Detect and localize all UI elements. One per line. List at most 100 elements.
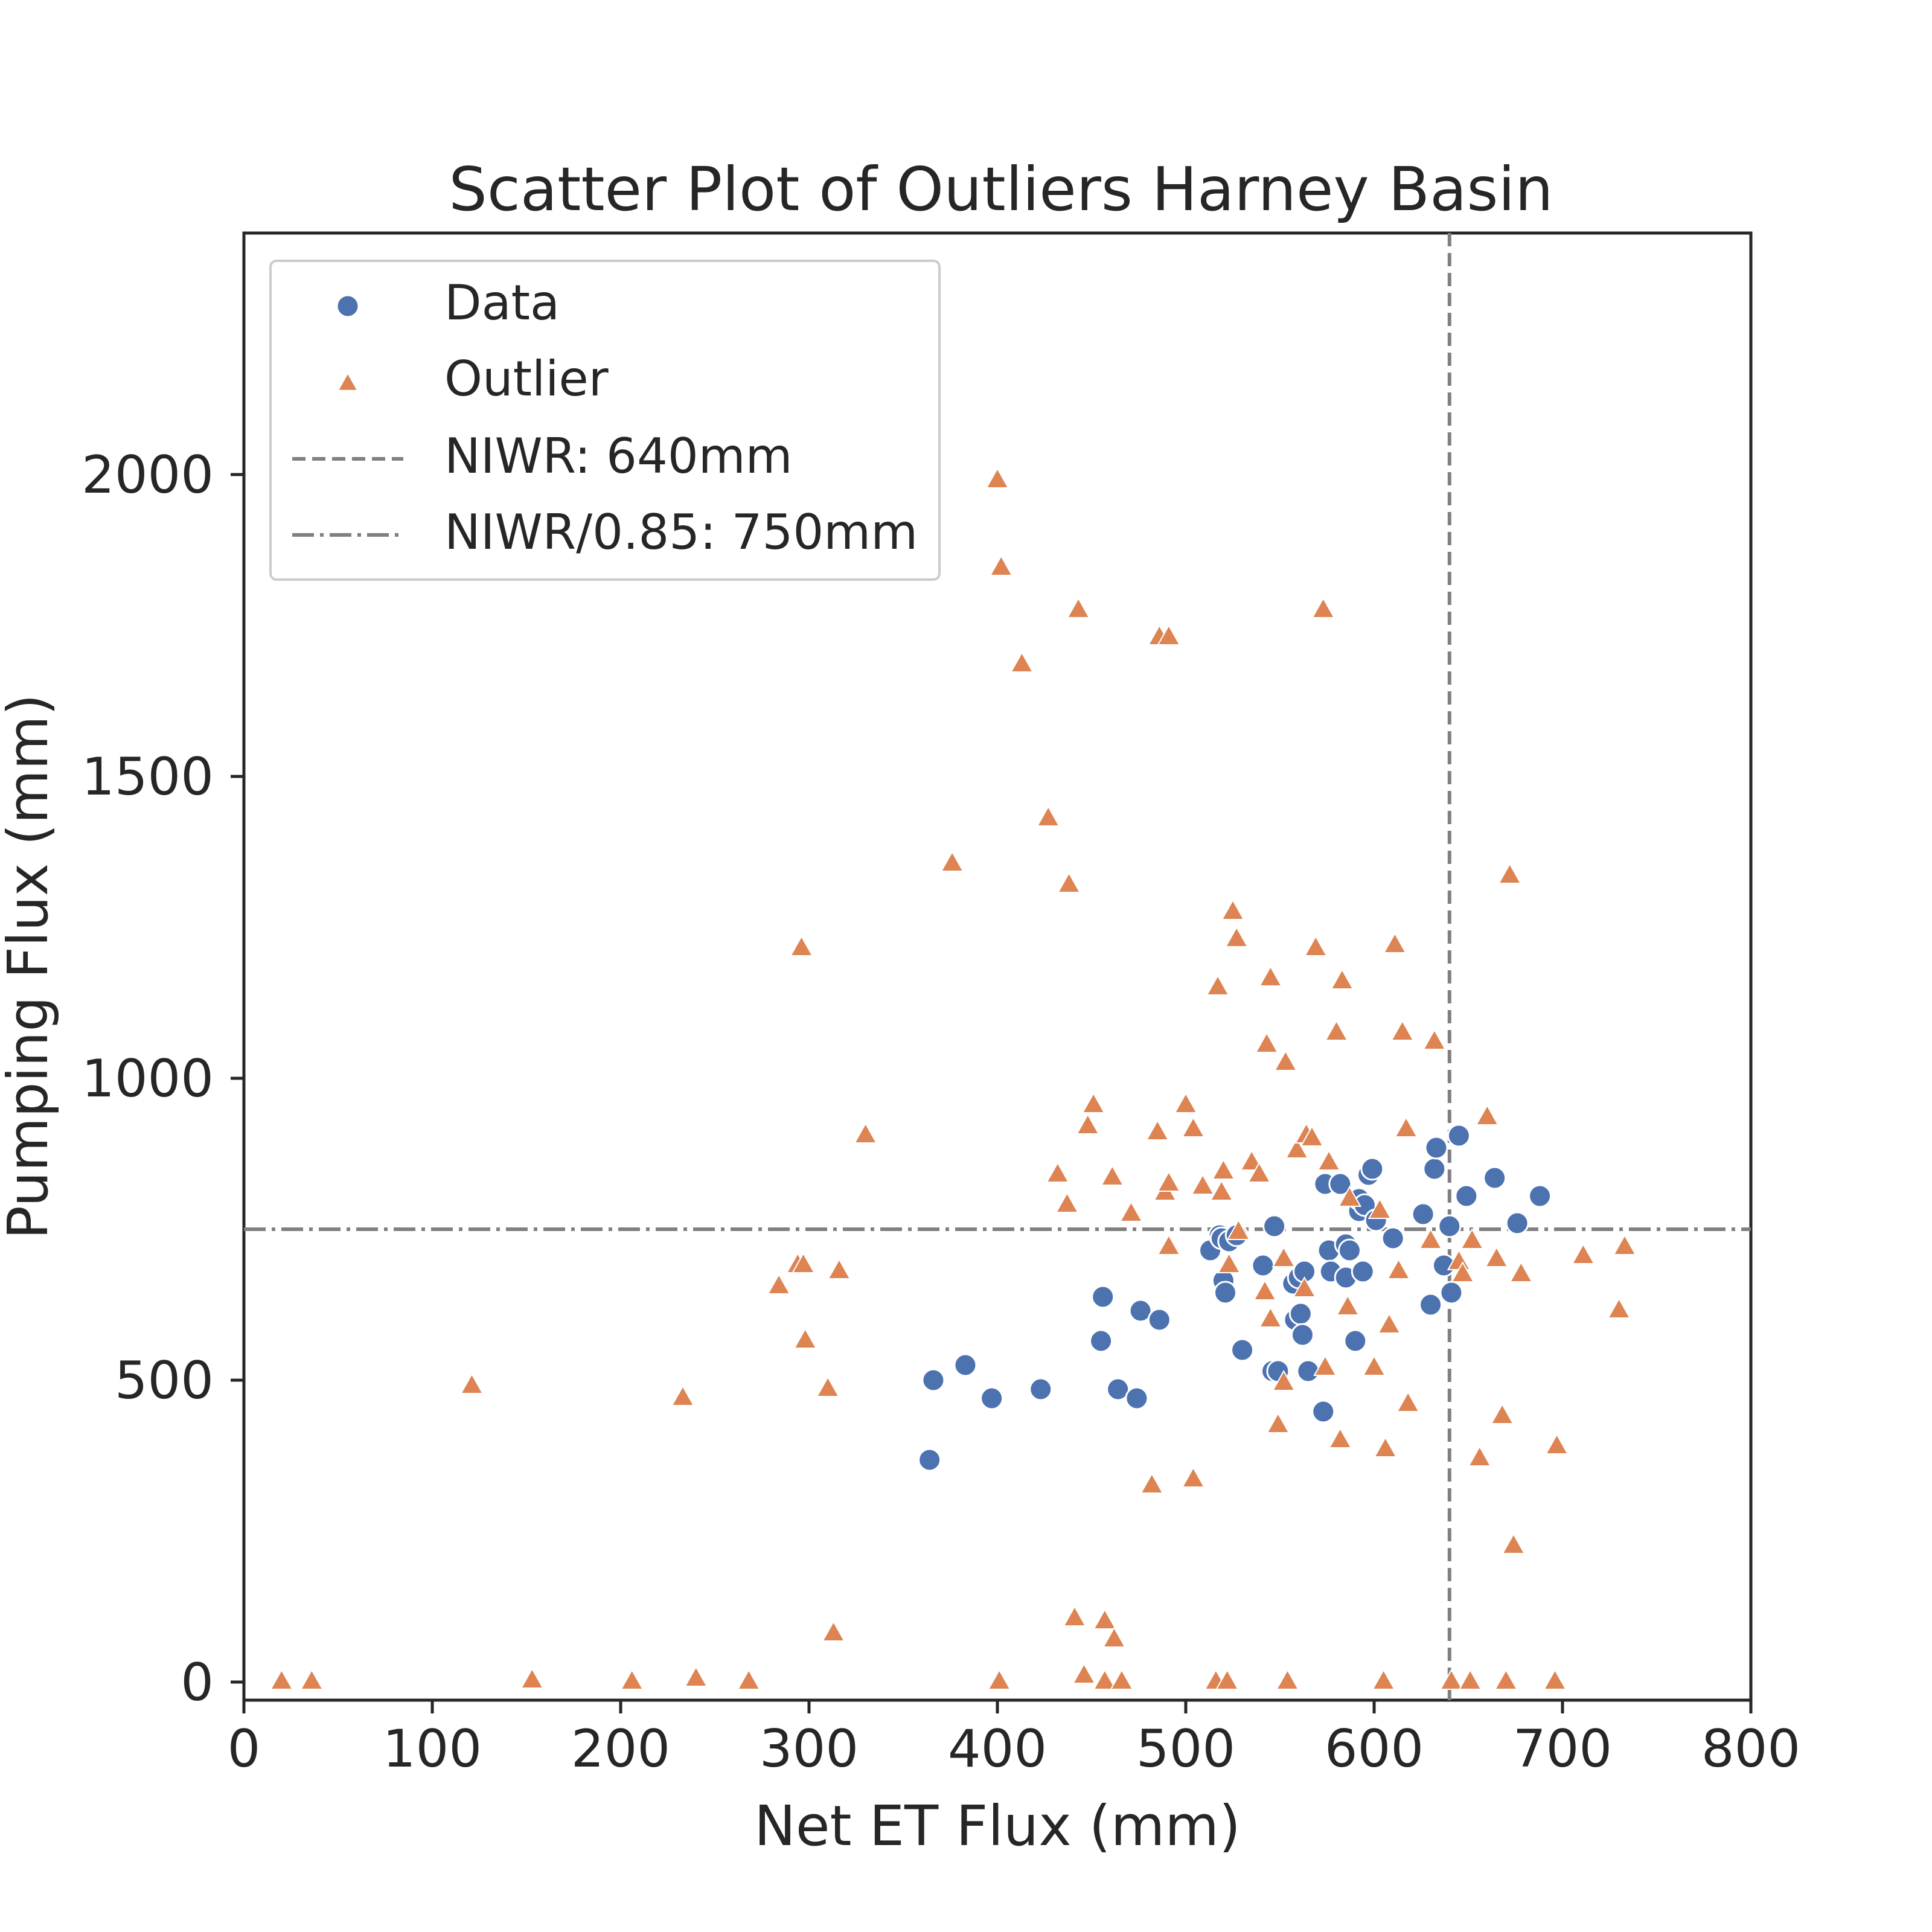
x-tick-label: 800 bbox=[1701, 1719, 1800, 1779]
outlier-point bbox=[1475, 1104, 1499, 1125]
legend-label-niwr: NIWR: 640mm bbox=[444, 428, 793, 484]
outlier-point bbox=[1211, 1158, 1236, 1180]
outlier-point bbox=[1157, 1170, 1181, 1192]
outlier-point bbox=[1157, 624, 1181, 645]
outlier-point bbox=[989, 554, 1013, 576]
outlier-point bbox=[1266, 1412, 1290, 1433]
x-axis-label: Net ET Flux (mm) bbox=[754, 1794, 1241, 1858]
data-point bbox=[1337, 1238, 1361, 1262]
outlier-point bbox=[1119, 1200, 1144, 1222]
outlier-point bbox=[684, 1665, 708, 1687]
outlier-point bbox=[789, 935, 814, 956]
data-point bbox=[1214, 1281, 1238, 1305]
data-point bbox=[1311, 1399, 1335, 1424]
x-tick-label: 400 bbox=[948, 1719, 1047, 1779]
outlier-point bbox=[1418, 1227, 1443, 1249]
outlier-point bbox=[1390, 1019, 1415, 1041]
outlier-point bbox=[1303, 935, 1328, 956]
data-point bbox=[1290, 1323, 1314, 1347]
outlier-point bbox=[299, 1668, 324, 1690]
outlier-point bbox=[1063, 1605, 1087, 1627]
outlier-point bbox=[1330, 968, 1354, 990]
outlier-point bbox=[1046, 1161, 1070, 1183]
y-axis-label: Pumping Flux (mm) bbox=[0, 694, 60, 1239]
data-point bbox=[1296, 1359, 1320, 1383]
outlier-point bbox=[1328, 1427, 1352, 1448]
outlier-point bbox=[1371, 1668, 1396, 1690]
outlier-point bbox=[1100, 1164, 1125, 1186]
y-tick-label: 2000 bbox=[82, 445, 214, 505]
data-point bbox=[1424, 1136, 1448, 1160]
y-tick-label: 1000 bbox=[82, 1049, 214, 1109]
y-tick-label: 1500 bbox=[82, 747, 214, 807]
outlier-point bbox=[1317, 1149, 1341, 1171]
data-point bbox=[1328, 1172, 1352, 1196]
outlier-point bbox=[1247, 1161, 1271, 1183]
outlier-point bbox=[1093, 1668, 1117, 1690]
outlier-point bbox=[1313, 1354, 1337, 1376]
outlier-point bbox=[1613, 1233, 1637, 1255]
outlier-point bbox=[1258, 965, 1283, 987]
outlier-point bbox=[1383, 932, 1407, 953]
outlier-point bbox=[1072, 1662, 1096, 1684]
outlier-point bbox=[1217, 1252, 1241, 1273]
outlier-point bbox=[269, 1668, 294, 1690]
data-point bbox=[1411, 1202, 1435, 1226]
y-tick-label: 0 bbox=[181, 1652, 214, 1713]
data-point bbox=[1351, 1259, 1375, 1284]
data-point bbox=[1422, 1157, 1447, 1181]
legend-label-outlier: Outlier bbox=[444, 351, 609, 407]
outlier-point bbox=[1292, 1276, 1317, 1297]
outlier-point bbox=[1490, 1403, 1514, 1424]
outlier-point bbox=[1362, 1354, 1386, 1376]
outlier-point bbox=[1271, 1246, 1296, 1267]
outlier-point bbox=[1458, 1668, 1482, 1690]
data-point bbox=[1438, 1214, 1462, 1238]
x-tick-label: 100 bbox=[383, 1719, 482, 1779]
outlier-point bbox=[620, 1668, 644, 1690]
outlier-point bbox=[1275, 1668, 1300, 1690]
data-point bbox=[1091, 1285, 1115, 1309]
outlier-point bbox=[1396, 1390, 1420, 1412]
outlier-point bbox=[793, 1327, 817, 1349]
outlier-point bbox=[1093, 1608, 1117, 1630]
outlier-point bbox=[1140, 1472, 1164, 1494]
outlier-point bbox=[1102, 1626, 1127, 1648]
outlier-point bbox=[1174, 1092, 1198, 1113]
outlier-point bbox=[737, 1668, 761, 1690]
data-point bbox=[1262, 1214, 1287, 1238]
outlier-point bbox=[985, 467, 1009, 488]
outlier-point bbox=[1157, 1233, 1181, 1255]
data-point bbox=[1528, 1184, 1552, 1208]
outlier-point bbox=[853, 1122, 878, 1144]
data-point bbox=[1483, 1166, 1507, 1190]
legend-marker-data bbox=[336, 294, 360, 318]
outlier-point bbox=[1009, 651, 1034, 673]
outlier-point bbox=[791, 1252, 816, 1273]
outlier-point bbox=[1181, 1466, 1206, 1488]
outlier-point bbox=[1337, 1185, 1362, 1207]
outlier-point bbox=[1300, 1125, 1324, 1147]
outlier-point bbox=[1497, 862, 1522, 884]
outlier-point bbox=[1081, 1092, 1105, 1113]
outlier-point bbox=[1460, 1227, 1484, 1249]
data-point bbox=[1288, 1302, 1313, 1326]
outlier-point bbox=[1224, 926, 1249, 947]
outlier-point bbox=[1110, 1668, 1134, 1690]
outlier-point bbox=[1255, 1031, 1279, 1053]
x-tick-label: 300 bbox=[760, 1719, 859, 1779]
outlier-point bbox=[1386, 1258, 1411, 1279]
outlier-point bbox=[1544, 1433, 1569, 1454]
outlier-point bbox=[827, 1258, 851, 1279]
data-point bbox=[1106, 1377, 1130, 1401]
outlier-point bbox=[1450, 1261, 1475, 1282]
data-point bbox=[1343, 1329, 1367, 1353]
data-point bbox=[918, 1448, 942, 1472]
outlier-point bbox=[1191, 1173, 1215, 1195]
data-point bbox=[1128, 1299, 1153, 1323]
outlier-point bbox=[767, 1273, 791, 1294]
legend-markers bbox=[292, 294, 403, 537]
outlier-point bbox=[520, 1667, 545, 1689]
chart-title: Scatter Plot of Outliers Harney Basin bbox=[449, 154, 1553, 225]
outlier-point bbox=[1181, 1116, 1206, 1137]
